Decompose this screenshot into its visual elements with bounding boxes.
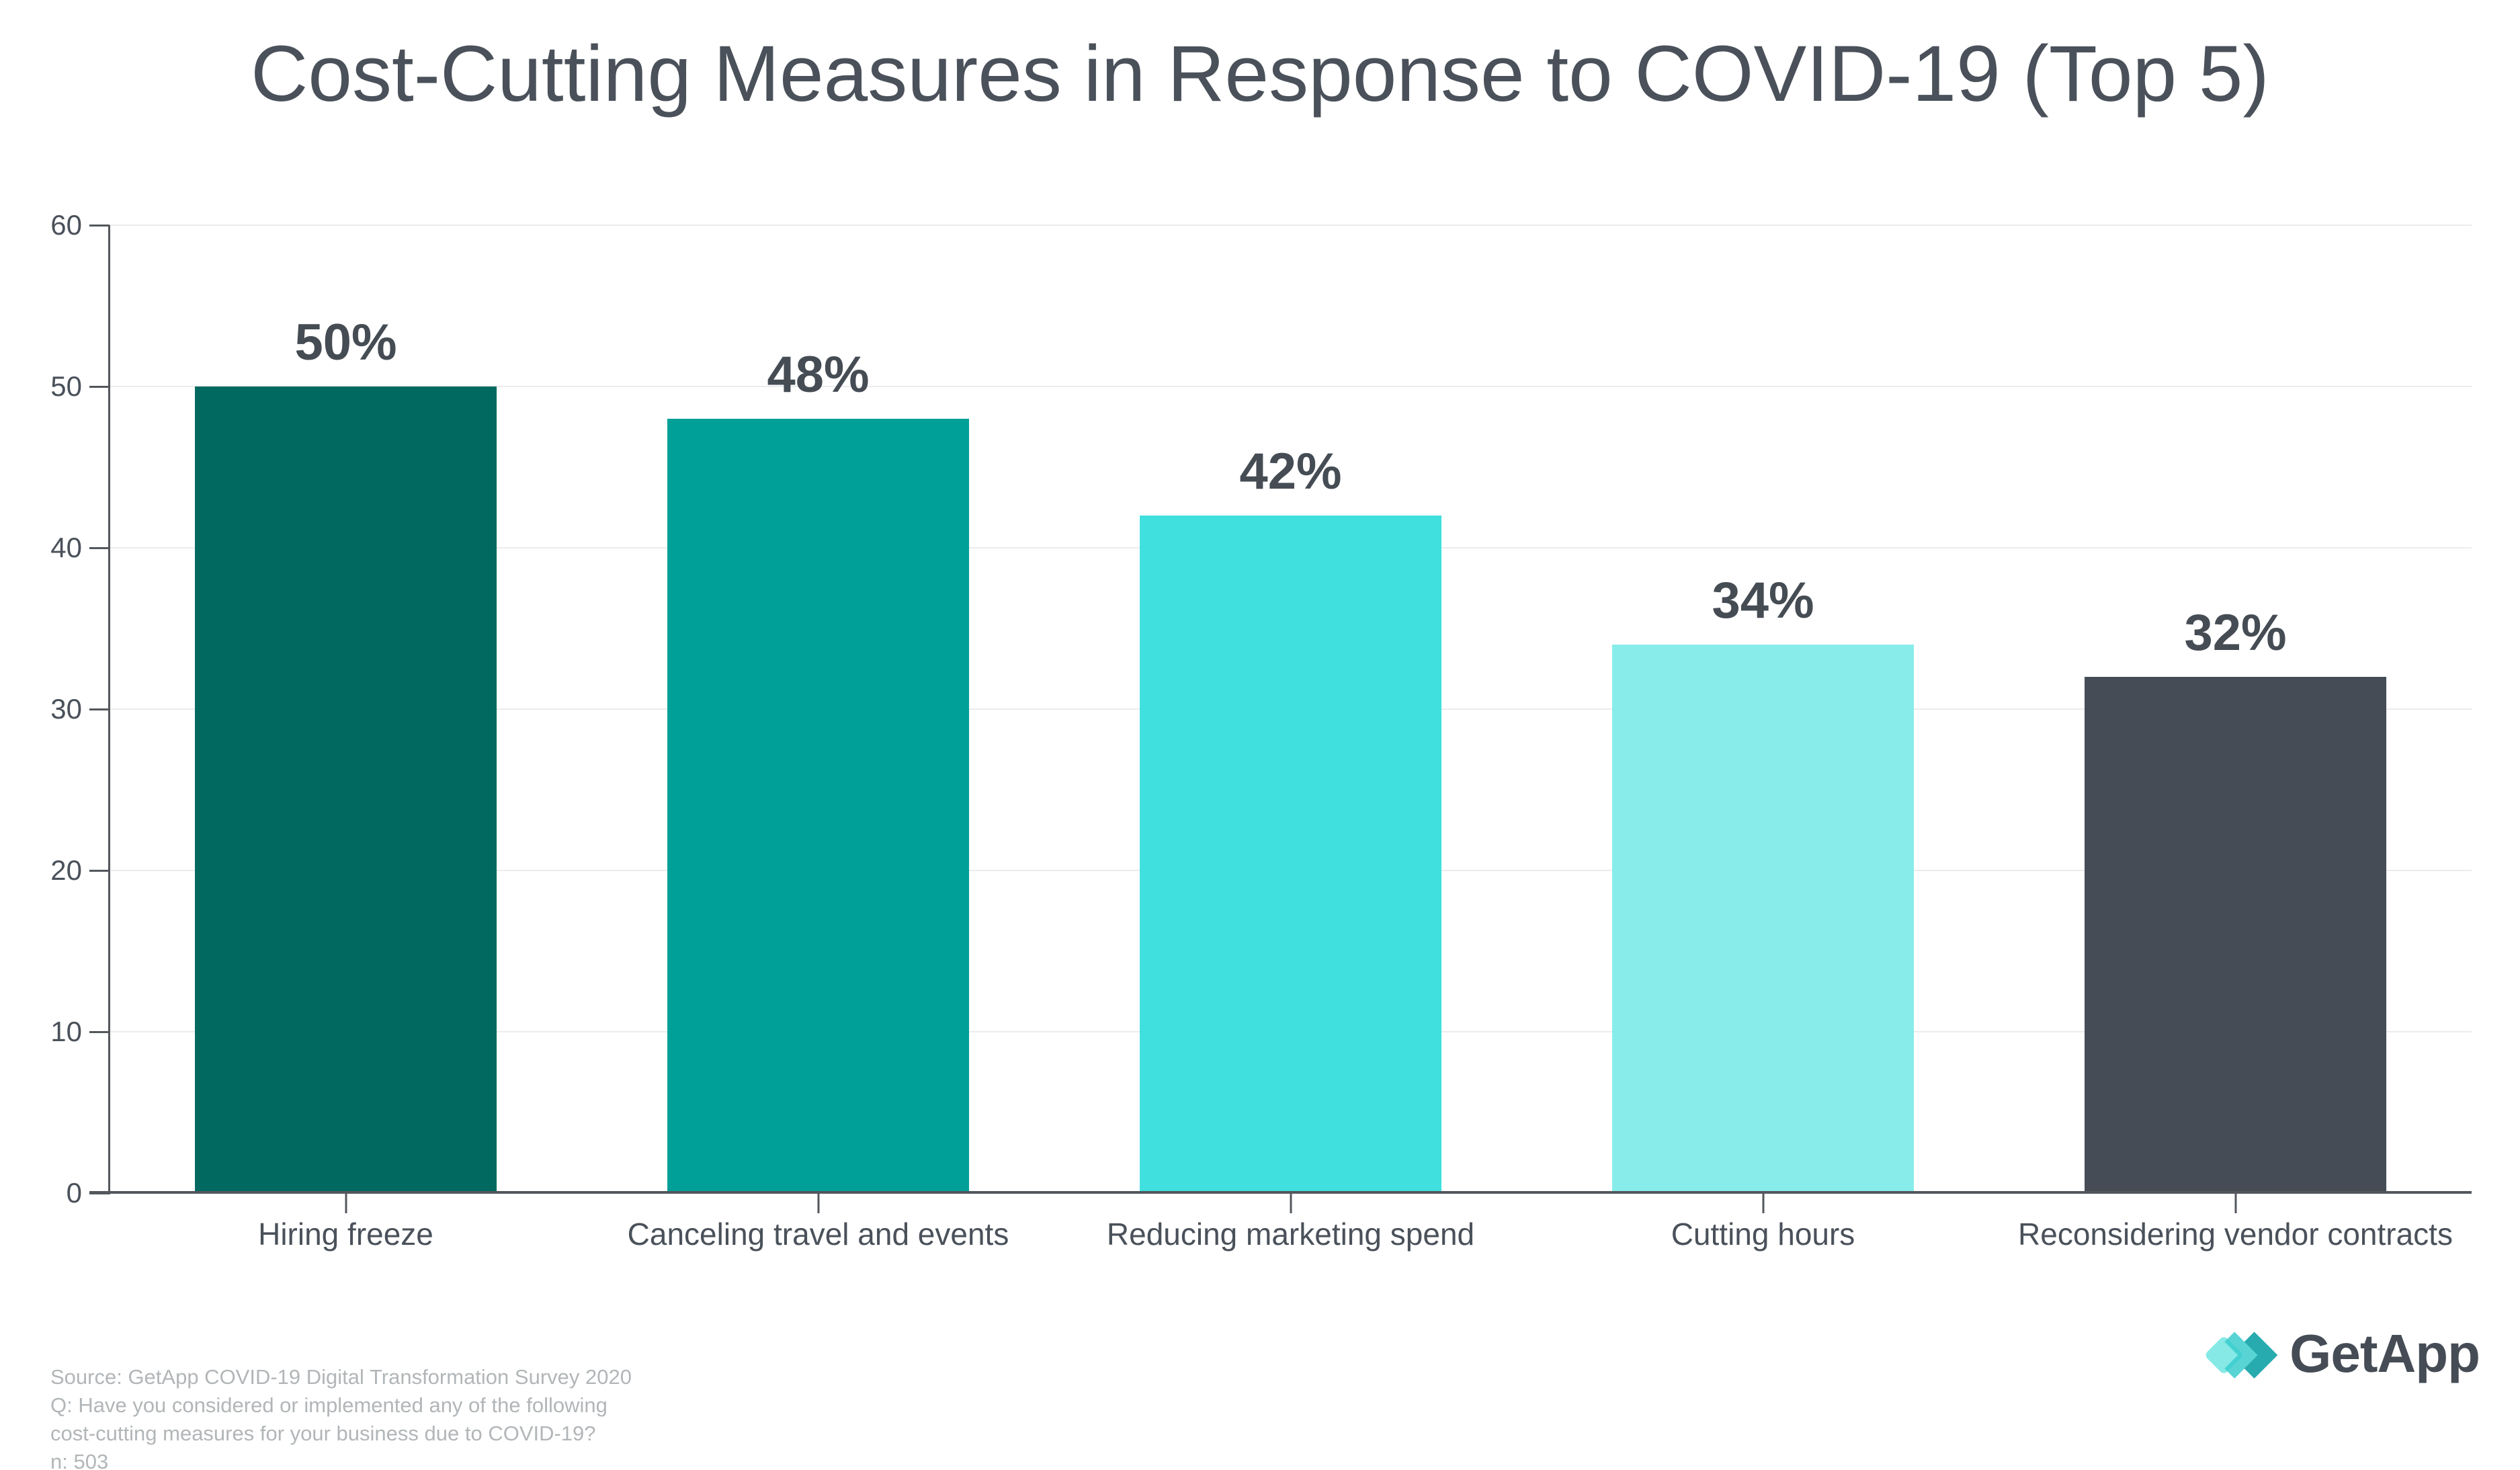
y-axis-label: 30 xyxy=(50,693,82,725)
bar-value-label: 32% xyxy=(2184,604,2287,661)
x-axis-label: Canceling travel and events xyxy=(627,1217,1009,1252)
y-axis-tick xyxy=(89,1192,110,1194)
x-axis-tick xyxy=(1762,1193,1764,1213)
x-axis-label: Hiring freeze xyxy=(258,1217,433,1252)
x-axis-label: Reconsidering vendor contracts xyxy=(2018,1217,2453,1252)
y-axis-label: 20 xyxy=(50,854,82,886)
y-axis-tick xyxy=(89,546,110,549)
bar xyxy=(1611,645,1915,1193)
y-axis-tick xyxy=(89,224,110,227)
bar xyxy=(2084,677,2387,1193)
x-axis-line xyxy=(89,1191,2472,1194)
bar-slot: 50% Hiring freeze xyxy=(110,225,582,1252)
bar xyxy=(667,419,970,1193)
y-axis-tick xyxy=(89,1030,110,1033)
bar-value-label: 34% xyxy=(1712,572,1814,629)
y-axis-label: 60 xyxy=(50,209,82,241)
bar-slot: 34% Cutting hours xyxy=(1527,225,1999,1252)
x-axis-tick xyxy=(817,1193,819,1213)
bar-value-label: 48% xyxy=(767,346,870,403)
chart-title: Cost-Cutting Measures in Response to COV… xyxy=(251,30,2269,118)
bars-layer: 50% Hiring freeze 48% Canceling travel and … xyxy=(110,225,2472,1252)
source-note: Source: GetApp COVID-19 Digital Transfor… xyxy=(50,1365,632,1470)
y-axis-tick xyxy=(89,708,110,710)
x-axis-tick xyxy=(345,1193,347,1213)
x-axis-label: Reducing marketing spend xyxy=(1106,1217,1475,1252)
bar-value-label: 50% xyxy=(294,314,397,371)
bar-value-label: 42% xyxy=(1239,443,1342,500)
plot-area: 50% Hiring freeze 48% Canceling travel and … xyxy=(110,224,2472,1252)
y-axis-label: 50 xyxy=(50,370,82,402)
gridline xyxy=(110,386,2472,387)
y-axis-label: 40 xyxy=(50,532,82,563)
gridline xyxy=(110,224,2472,226)
x-axis-tick xyxy=(1290,1193,1292,1213)
y-axis-label: 0 xyxy=(66,1177,82,1209)
getapp-logo: GetApp xyxy=(2202,1323,2480,1385)
bar-slot: 42% Reducing marketing spend xyxy=(1054,225,1527,1252)
bar-slot: 32% Reconsidering vendor contracts xyxy=(1999,225,2472,1252)
bar-slot: 48% Canceling travel and events xyxy=(582,225,1054,1252)
bar xyxy=(1139,516,1442,1193)
x-axis-tick xyxy=(2234,1193,2236,1213)
getapp-logo-mark xyxy=(2206,1332,2278,1379)
y-axis-tick xyxy=(89,869,110,872)
bar xyxy=(194,386,497,1193)
y-axis-label: 10 xyxy=(50,1016,82,1047)
getapp-logo-text: GetApp xyxy=(2290,1323,2480,1383)
y-axis-tick xyxy=(89,385,110,388)
x-axis-label: Cutting hours xyxy=(1671,1217,1855,1252)
